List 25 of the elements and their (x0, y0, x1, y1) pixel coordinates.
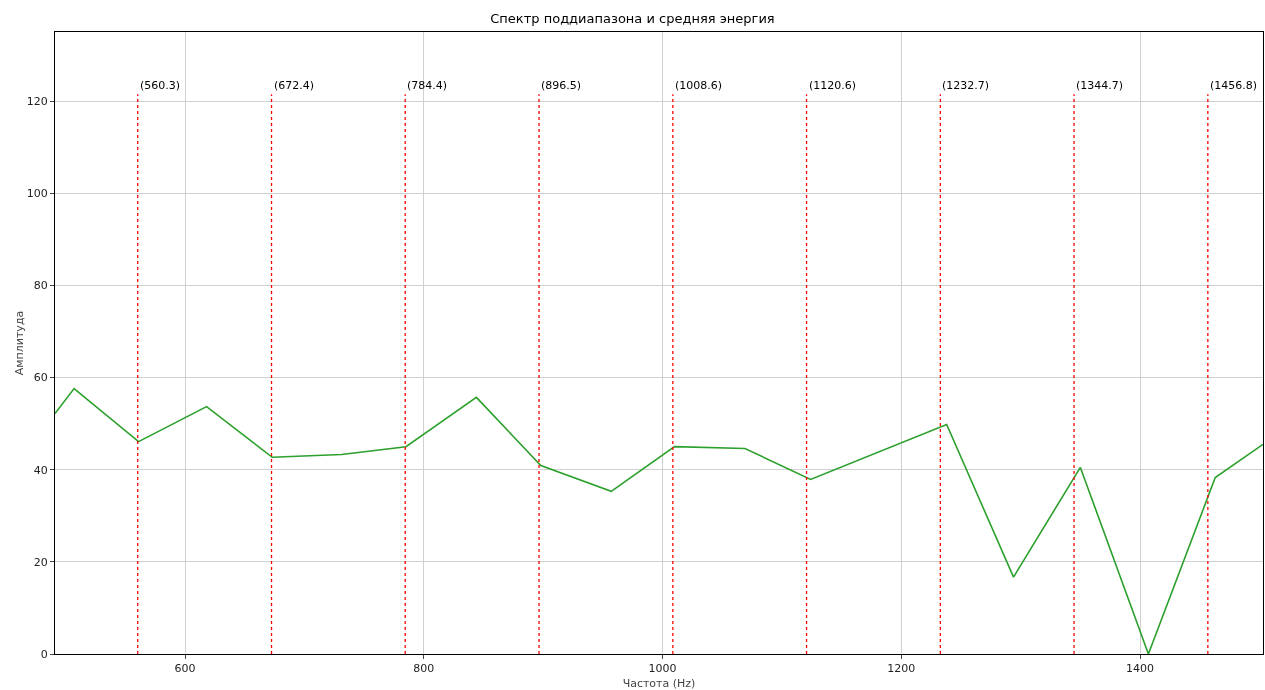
ref-line-label: (560.3) (140, 79, 181, 92)
ref-line-label: (1008.6) (675, 79, 723, 92)
line-series (55, 387, 1263, 654)
ref-line-label: (896.5) (541, 79, 582, 92)
chart-title: Спектр поддиапазона и средняя энергия (490, 10, 775, 26)
y-tick-label: 60 (33, 371, 48, 385)
ref-line-label: (1344.7) (1076, 79, 1124, 92)
ref-line-label: (1232.7) (942, 79, 990, 92)
y-tick-label: 80 (33, 279, 48, 293)
y-tick-label: 20 (33, 555, 48, 569)
y-tick-label: 100 (26, 187, 48, 201)
y-axis-title: Амплитуда (13, 310, 26, 376)
ref-line-label: (1456.8) (1210, 79, 1258, 92)
y-tick-label: 120 (26, 94, 48, 108)
y-tick-label: 0 (40, 647, 48, 661)
ref-line-label: (1120.6) (809, 79, 857, 92)
x-tick-label: 1200 (887, 662, 916, 676)
y-tick-label: 40 (33, 463, 48, 477)
ref-line-label: (784.4) (407, 79, 448, 92)
x-tick-label: 800 (413, 662, 435, 676)
x-tick-label: 600 (174, 662, 196, 676)
x-tick-label: 1400 (1126, 662, 1155, 676)
ref-line-label: (672.4) (274, 79, 315, 92)
x-tick-label: 1000 (648, 662, 677, 676)
x-axis-title: Частота (Hz) (622, 677, 696, 690)
